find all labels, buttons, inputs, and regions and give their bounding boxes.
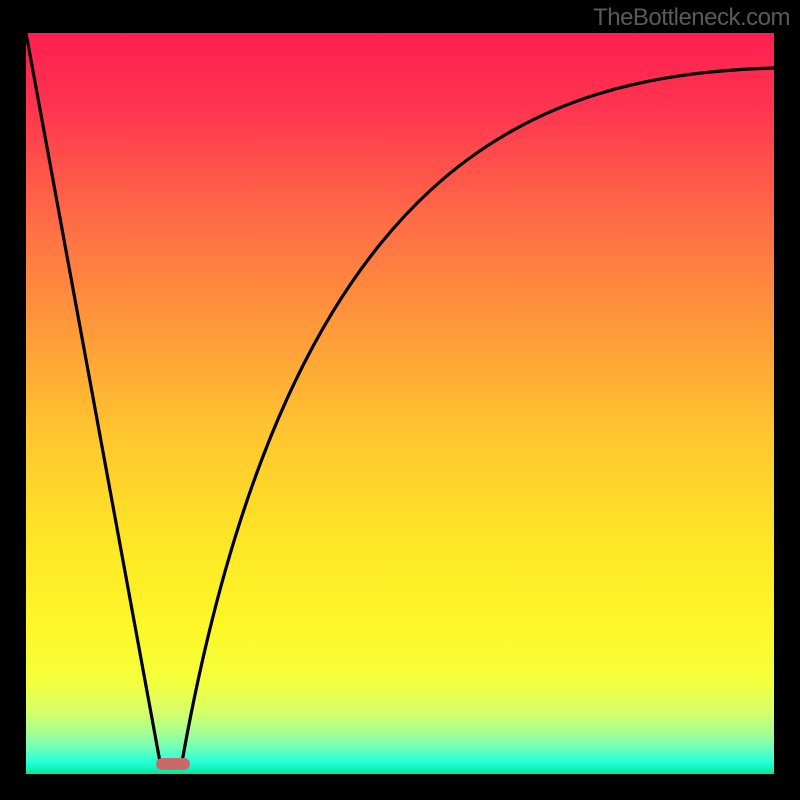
bottleneck-curve — [26, 33, 774, 762]
frame-bottom — [0, 774, 800, 800]
frame-right — [774, 0, 800, 800]
watermark-text: TheBottleneck.com — [593, 4, 790, 32]
chart-container: TheBottleneck.com — [0, 0, 800, 800]
min-marker — [156, 758, 190, 770]
frame-left — [0, 0, 26, 800]
curve-svg — [0, 0, 800, 800]
